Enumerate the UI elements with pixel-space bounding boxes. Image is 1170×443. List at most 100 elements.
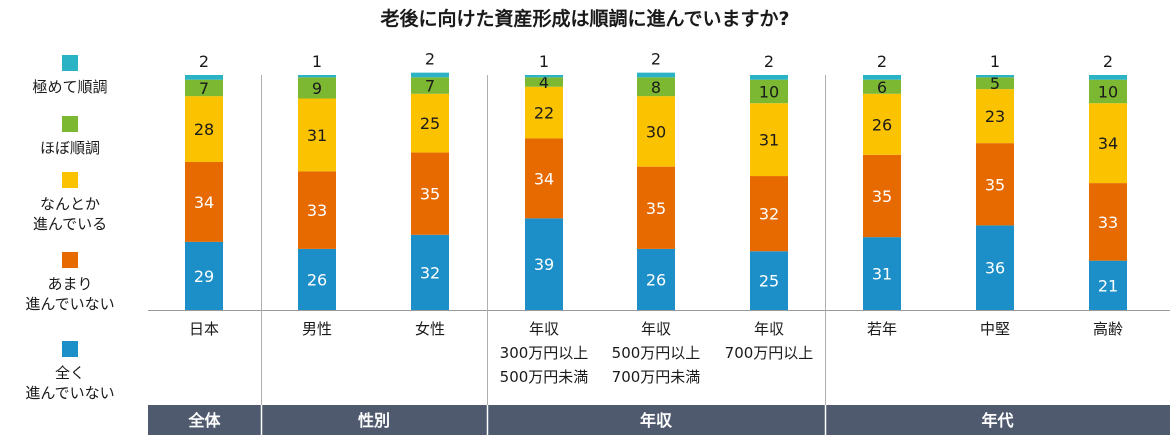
bar-segment-c6-s1 — [863, 154, 901, 238]
category-label-1: 男性 — [302, 320, 332, 338]
data-label-c1-s1: 33 — [307, 201, 327, 220]
data-label-c2-s1: 35 — [420, 185, 440, 204]
group-label-1: 性別 — [358, 411, 390, 430]
bar-segment-c8-s2 — [1089, 103, 1127, 184]
bar-segment-c6-s4 — [863, 75, 901, 80]
legend-label-not-at-all: 全く 進んでいない — [25, 364, 115, 402]
bar-segment-c7-s3 — [976, 77, 1014, 90]
bar-segment-c1-s1 — [298, 171, 336, 249]
data-label-c5-s2: 31 — [759, 131, 779, 150]
bar-segment-c3-s1 — [525, 138, 563, 219]
data-label-c3-s2: 22 — [534, 104, 554, 123]
data-label-c3-s1: 34 — [534, 169, 554, 188]
legend-label-good: ほぼ順調 — [39, 139, 100, 157]
data-label-c2-s2: 25 — [420, 114, 440, 133]
data-label-c8-s2: 34 — [1098, 134, 1118, 153]
bar-segment-c4-s4 — [637, 72, 675, 78]
bar-segment-c5-s2 — [750, 103, 788, 177]
legend-item-good: ほぼ順調 — [0, 116, 140, 158]
legend-swatch-not-much — [62, 252, 78, 268]
legend-item-not-much: あまり 進んでいない — [0, 252, 140, 314]
bar-segment-c7-s1 — [976, 143, 1014, 226]
bar-segment-c3-s4 — [525, 75, 563, 78]
group-band — [148, 405, 1170, 435]
chart-title: 老後に向けた資産形成は順調に進んでいますか? — [380, 8, 790, 30]
bar-segment-c7-s2 — [976, 89, 1014, 144]
bar-segment-c0-s0 — [185, 241, 223, 310]
data-label-top-c2: 2 — [425, 50, 435, 69]
bar-segment-c3-s2 — [525, 86, 563, 139]
legend-label-not-much: あまり 進んでいない — [25, 275, 115, 313]
data-label-c4-s0: 26 — [646, 270, 666, 289]
bar-segment-c2-s3 — [411, 77, 449, 94]
category-label-3: 年収 300万円以上 500万円未満 — [500, 320, 589, 386]
bar-segment-c1-s0 — [298, 248, 336, 310]
data-label-c6-s0: 31 — [872, 265, 892, 284]
data-label-c8-s0: 21 — [1098, 276, 1118, 295]
legend-item-very-good: 極めて順調 — [0, 55, 140, 97]
bar-segment-c4-s1 — [637, 166, 675, 249]
data-label-c3-s0: 39 — [534, 255, 554, 274]
bar-segment-c0-s2 — [185, 96, 223, 162]
legend-label-somewhat: なんとか 進んでいる — [32, 195, 108, 233]
data-label-top-c5: 2 — [764, 52, 774, 71]
data-label-c6-s3: 6 — [877, 78, 887, 97]
bar-segment-c5-s0 — [750, 251, 788, 310]
bar-segment-c8-s3 — [1089, 79, 1127, 104]
data-label-top-c4: 2 — [651, 50, 661, 69]
group-label-3: 年代 — [981, 411, 1013, 430]
bar-segment-c3-s0 — [525, 218, 563, 310]
data-label-c3-s3: 4 — [539, 73, 549, 92]
category-label-2: 女性 — [415, 320, 445, 338]
data-label-c0-s3: 7 — [199, 79, 209, 98]
data-label-c8-s1: 33 — [1098, 213, 1118, 232]
bar-segment-c4-s0 — [637, 248, 675, 310]
data-label-c2-s3: 7 — [425, 77, 435, 96]
bar-segment-c3-s3 — [525, 77, 563, 87]
bar-segment-c7-s0 — [976, 225, 1014, 310]
bar-segment-c4-s2 — [637, 96, 675, 167]
legend-swatch-somewhat — [62, 172, 78, 188]
bar-segment-c6-s2 — [863, 93, 901, 155]
data-label-top-c3: 1 — [539, 52, 549, 71]
legend-item-not-at-all: 全く 進んでいない — [0, 341, 140, 403]
bar-segment-c1-s3 — [298, 77, 336, 99]
bar-segment-c0-s1 — [185, 161, 223, 242]
bar-segment-c0-s4 — [185, 75, 223, 80]
bar-segment-c4-s3 — [637, 77, 675, 97]
group-label-2: 年収 — [640, 411, 673, 430]
bar-segment-c5-s1 — [750, 176, 788, 252]
bar-segment-c2-s1 — [411, 152, 449, 235]
bar-segment-c8-s0 — [1089, 260, 1127, 310]
data-label-c4-s1: 35 — [646, 199, 666, 218]
data-label-c1-s3: 9 — [312, 79, 322, 98]
category-label-7: 中堅 — [980, 320, 1010, 338]
legend-label-very-good: 極めて順調 — [32, 78, 108, 96]
data-label-c0-s0: 29 — [194, 267, 214, 286]
legend-swatch-not-at-all — [62, 341, 78, 357]
legend-swatch-good — [62, 116, 78, 132]
bar-segment-c1-s2 — [298, 98, 336, 172]
bar-segment-c7-s4 — [976, 75, 1014, 78]
bar-segment-c6-s3 — [863, 79, 901, 94]
category-label-6: 若年 — [867, 320, 897, 338]
data-label-c2-s0: 32 — [420, 263, 440, 282]
bar-segment-c5-s4 — [750, 75, 788, 80]
data-label-c7-s0: 36 — [985, 259, 1005, 278]
bar-segment-c2-s2 — [411, 93, 449, 153]
legend-swatch-very-good — [62, 55, 78, 71]
data-label-c7-s2: 23 — [985, 107, 1005, 126]
data-label-c7-s3: 5 — [990, 74, 1000, 93]
category-label-5: 年収 700万円以上 — [725, 320, 814, 362]
data-label-c6-s1: 35 — [872, 187, 892, 206]
data-label-c5-s3: 10 — [759, 82, 779, 101]
category-label-0: 日本 — [189, 320, 219, 338]
category-label-8: 高齢 — [1093, 320, 1123, 338]
data-label-c0-s1: 34 — [194, 193, 214, 212]
data-label-c4-s2: 30 — [646, 122, 666, 141]
data-label-c5-s1: 32 — [759, 205, 779, 224]
bar-segment-c2-s0 — [411, 234, 449, 310]
bar-segment-c8-s4 — [1089, 75, 1127, 80]
bar-segment-c1-s4 — [298, 75, 336, 78]
data-label-c5-s0: 25 — [759, 272, 779, 291]
